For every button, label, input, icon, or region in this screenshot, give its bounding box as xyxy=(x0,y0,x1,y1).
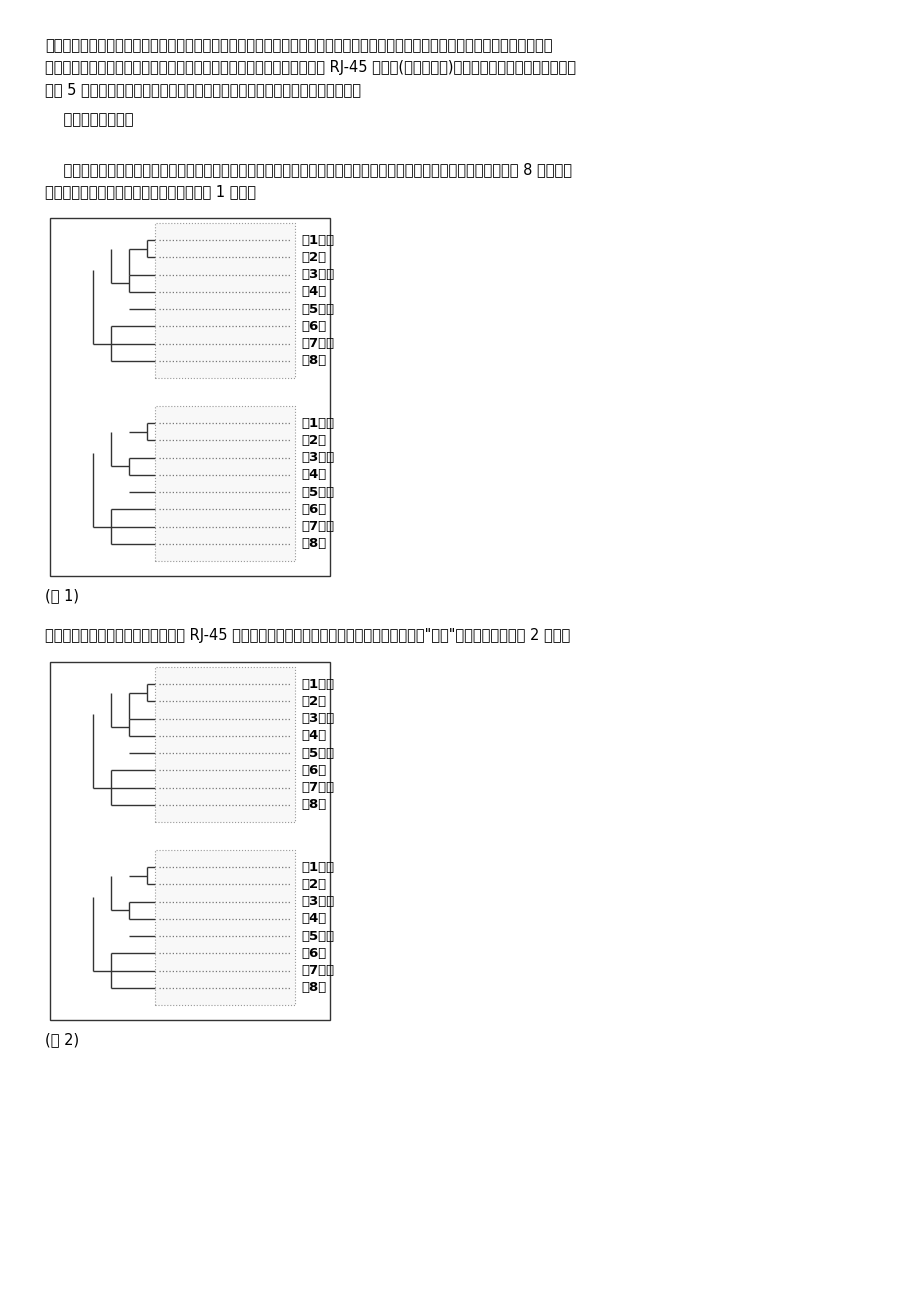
Text: 脚8棕: 脚8棕 xyxy=(301,798,326,811)
Text: 脚4蓝: 脚4蓝 xyxy=(301,913,326,926)
Text: (图 2): (图 2) xyxy=(45,1032,79,1047)
Text: 脚7棕白: 脚7棕白 xyxy=(301,781,334,794)
Bar xyxy=(154,406,295,561)
Text: 脚2橙: 脚2橙 xyxy=(301,434,325,447)
Text: 脚2橙: 脚2橙 xyxy=(301,251,325,264)
Bar xyxy=(154,850,295,1005)
Text: 脚6绿: 脚6绿 xyxy=(301,320,326,333)
Text: 脚3绿白: 脚3绿白 xyxy=(301,896,334,909)
Text: 脚5蓝白: 脚5蓝白 xyxy=(301,302,334,315)
Text: 脚7棕白: 脚7棕白 xyxy=(301,963,334,976)
Text: 脚6绿: 脚6绿 xyxy=(301,764,326,777)
Text: 脚8棕: 脚8棕 xyxy=(301,538,326,551)
Text: 脚3绿白: 脚3绿白 xyxy=(301,452,334,465)
Text: 脚7棕白: 脚7棕白 xyxy=(301,519,334,533)
Text: 脚5蓝白: 脚5蓝白 xyxy=(301,746,334,759)
Text: 为了叙述方便，我们对引脚进行编号，如图 1 所示。: 为了叙述方便，我们对引脚进行编号，如图 1 所示。 xyxy=(45,184,255,199)
Text: 脚3绿白: 脚3绿白 xyxy=(301,712,334,725)
Text: 脚7棕白: 脚7棕白 xyxy=(301,337,334,350)
Text: (图 1): (图 1) xyxy=(45,589,79,603)
Text: 脚1橙白: 脚1橙白 xyxy=(301,861,334,874)
Text: 在小型局域网中，通常使用的连接设备是双绞线、网卡和集线器。用双绞线连接网卡和集线器的方式共有三种：网卡到集线器、集线: 在小型局域网中，通常使用的连接设备是双绞线、网卡和集线器。用双绞线连接网卡和集线… xyxy=(45,38,552,53)
Bar xyxy=(154,223,295,378)
Text: 脚1橙白: 脚1橙白 xyxy=(301,417,334,430)
Text: 脚4蓝: 脚4蓝 xyxy=(301,285,326,298)
Text: 双绞线连接网卡和集线器时，两端的 RJ-45 水晶头中线对的分布排列必须是完全一致的，称为"直通"的排列方式。如图 2 所示。: 双绞线连接网卡和集线器时，两端的 RJ-45 水晶头中线对的分布排列必须是完全一… xyxy=(45,628,570,643)
Text: 脚5蓝白: 脚5蓝白 xyxy=(301,486,334,499)
Text: 脚5蓝白: 脚5蓝白 xyxy=(301,930,334,943)
Text: 脚3绿白: 脚3绿白 xyxy=(301,268,334,281)
Bar xyxy=(50,661,330,1019)
Text: 脚6绿: 脚6绿 xyxy=(301,947,326,960)
Text: 器到集线器和网卡到网卡的连接。三种不同的连接方式下，双绞线两端的 RJ-45 连接器(俗称水晶头)中线的排列也不一样，现以最常: 器到集线器和网卡到网卡的连接。三种不同的连接方式下，双绞线两端的 RJ-45 连… xyxy=(45,60,575,76)
Bar xyxy=(154,667,295,822)
Text: 脚2橙: 脚2橙 xyxy=(301,695,325,708)
Text: 脚4蓝: 脚4蓝 xyxy=(301,469,326,482)
Text: 如果左手握住水晶头，将有弹片的一面朝下，带金属片的一面朝上，线头的插孔朝向右手一侧时，可以看到连接头中的 8 个引脚。: 如果左手握住水晶头，将有弹片的一面朝下，带金属片的一面朝上，线头的插孔朝向右手一… xyxy=(45,161,572,177)
Text: 脚8棕: 脚8棕 xyxy=(301,982,326,995)
Text: 脚4蓝: 脚4蓝 xyxy=(301,729,326,742)
Text: 用的 5 类非屏蔽双绞线为例，分别介绍一下双绞线的三种连接方式及线对排列。: 用的 5 类非屏蔽双绞线为例，分别介绍一下双绞线的三种连接方式及线对排列。 xyxy=(45,82,360,98)
Text: 脚1橙白: 脚1橙白 xyxy=(301,234,334,246)
Text: 脚8棕: 脚8棕 xyxy=(301,354,326,367)
Text: 脚2橙: 脚2橙 xyxy=(301,878,325,891)
Bar xyxy=(50,217,330,575)
Text: 脚1橙白: 脚1橙白 xyxy=(301,678,334,691)
Text: 连接网卡和集线器: 连接网卡和集线器 xyxy=(45,112,133,128)
Text: 脚6绿: 脚6绿 xyxy=(301,503,326,516)
